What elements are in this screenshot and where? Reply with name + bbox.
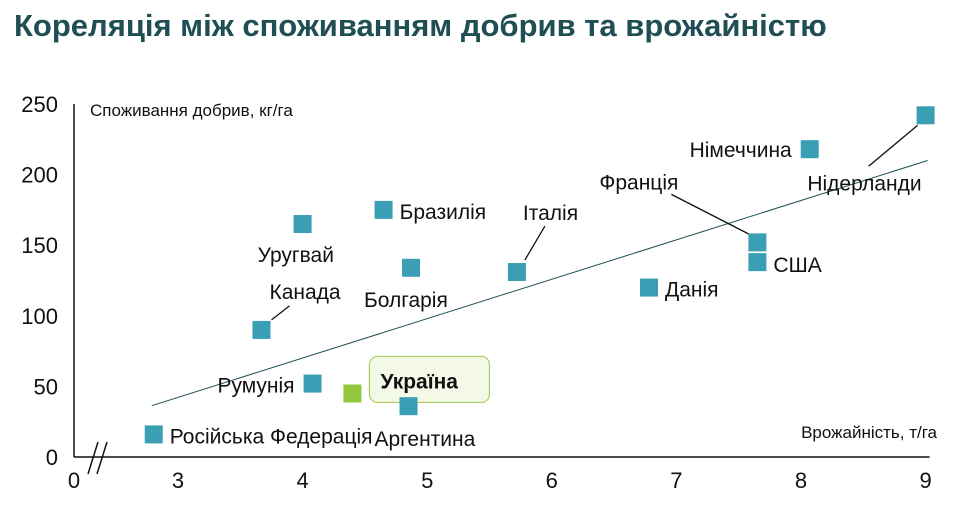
trendline: [151, 160, 928, 407]
point-label: Аргентина: [375, 428, 476, 451]
point-label: Канада: [269, 281, 340, 304]
point-label: Франція: [599, 171, 678, 194]
ukraine-callout: [368, 355, 491, 404]
trendline-group: [151, 160, 928, 407]
data-point: [399, 397, 418, 416]
x-tick-label: 5: [421, 468, 433, 493]
axis-break-mark: [87, 441, 99, 475]
x-tick-label: 4: [296, 468, 308, 493]
point-label: Російська Федерація: [170, 425, 373, 448]
data-point: [507, 263, 526, 282]
leader-line: [271, 305, 290, 321]
point-label: Данія: [665, 279, 719, 302]
data-point: [748, 253, 767, 272]
data-point: [748, 233, 767, 252]
data-point: [916, 106, 935, 125]
x-tick-label: 6: [546, 468, 558, 493]
data-point-highlight: [343, 384, 362, 403]
point-label: Німеччина: [690, 139, 792, 162]
callout-box: [368, 355, 491, 404]
x-tick-label: 0: [68, 468, 80, 493]
y-tick-label: 100: [21, 304, 58, 329]
x-tick-label: 3: [172, 468, 184, 493]
y-tick-label: 250: [21, 92, 58, 117]
point-labels: Російська Федерація Румунія Україна Аргенти…: [170, 139, 922, 451]
point-label: США: [773, 254, 821, 277]
y-tick-label: 200: [21, 163, 58, 188]
data-point: [252, 320, 271, 339]
point-label: Нідерланди: [807, 172, 921, 195]
x-tick-label: 7: [670, 468, 682, 493]
data-point: [402, 258, 421, 277]
leader-line: [868, 124, 919, 167]
point-label: Уругвай: [258, 244, 334, 267]
data-point: [639, 278, 658, 297]
y-tick-label: 50: [34, 374, 58, 399]
point-label: Болгарія: [364, 289, 448, 312]
y-axis-label: Споживання добрив, кг/га: [90, 101, 293, 120]
point-label: Румунія: [217, 375, 294, 398]
data-point: [303, 374, 322, 393]
data-point: [374, 200, 393, 219]
point-label: Україна: [380, 370, 458, 393]
chart-title: Кореляція між споживанням добрив та врож…: [14, 8, 827, 43]
axes: 0 50 100 150 200 250 0 3 4 5 6 7 8 9 Споживання добрив…: [21, 92, 937, 493]
data-point: [144, 425, 163, 444]
data-points: [144, 106, 935, 444]
leader-lines: [271, 124, 919, 321]
axis-break-mark: [96, 441, 108, 475]
x-tick-label: 9: [919, 468, 931, 493]
leader-line: [671, 193, 750, 235]
x-tick-label: 8: [795, 468, 807, 493]
data-point: [800, 140, 819, 159]
x-axis-label: Врожайність, т/га: [801, 423, 937, 442]
y-tick-label: 150: [21, 233, 58, 258]
leader-line: [524, 225, 546, 261]
point-label: Італія: [523, 202, 578, 225]
y-tick-label: 0: [46, 445, 58, 470]
point-label: Бразилія: [400, 201, 487, 224]
data-point: [293, 215, 312, 234]
